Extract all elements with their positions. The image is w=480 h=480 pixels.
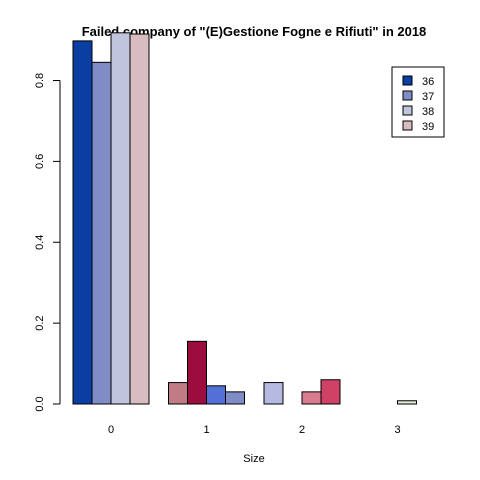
bars xyxy=(72,32,417,405)
legend-swatch xyxy=(402,120,413,131)
y-tick-label: 0.8 xyxy=(34,73,46,88)
bar xyxy=(110,32,131,405)
legend-swatch xyxy=(402,75,413,86)
x-tick-label: 0 xyxy=(108,424,114,436)
x-tick-label: 2 xyxy=(299,424,305,436)
bar xyxy=(320,379,341,405)
x-tick-label: 1 xyxy=(203,424,209,436)
y-tick-label: 0.4 xyxy=(34,235,46,250)
legend-label: 39 xyxy=(422,121,434,133)
bar xyxy=(263,382,284,405)
bar xyxy=(206,385,226,405)
x-axis-label: Size xyxy=(243,453,264,465)
x-tick-label: 3 xyxy=(394,424,400,436)
bar xyxy=(129,33,150,405)
bar xyxy=(301,391,322,405)
bar xyxy=(187,340,207,405)
bar xyxy=(225,391,245,405)
y-tick-label: 0.6 xyxy=(34,154,46,169)
legend-label: 38 xyxy=(422,106,434,118)
bar xyxy=(91,61,112,405)
legend-label: 36 xyxy=(422,76,434,88)
legend: 36 37 38 39 xyxy=(391,66,445,138)
x-axis: 0 1 2 3 xyxy=(108,424,401,436)
legend-swatch xyxy=(402,90,413,101)
legend-box xyxy=(391,66,445,138)
bar xyxy=(168,382,188,405)
chart-title: Failed company of "(E)Gestione Fogne e R… xyxy=(82,24,427,39)
legend-swatch xyxy=(402,105,413,116)
bar xyxy=(397,400,417,405)
y-tick-label: 0.0 xyxy=(34,396,46,411)
legend-label: 37 xyxy=(422,91,434,103)
y-axis: 0.0 0.2 0.4 0.6 0.8 xyxy=(34,73,61,412)
y-tick-label: 0.2 xyxy=(34,315,46,330)
bar xyxy=(72,40,93,405)
